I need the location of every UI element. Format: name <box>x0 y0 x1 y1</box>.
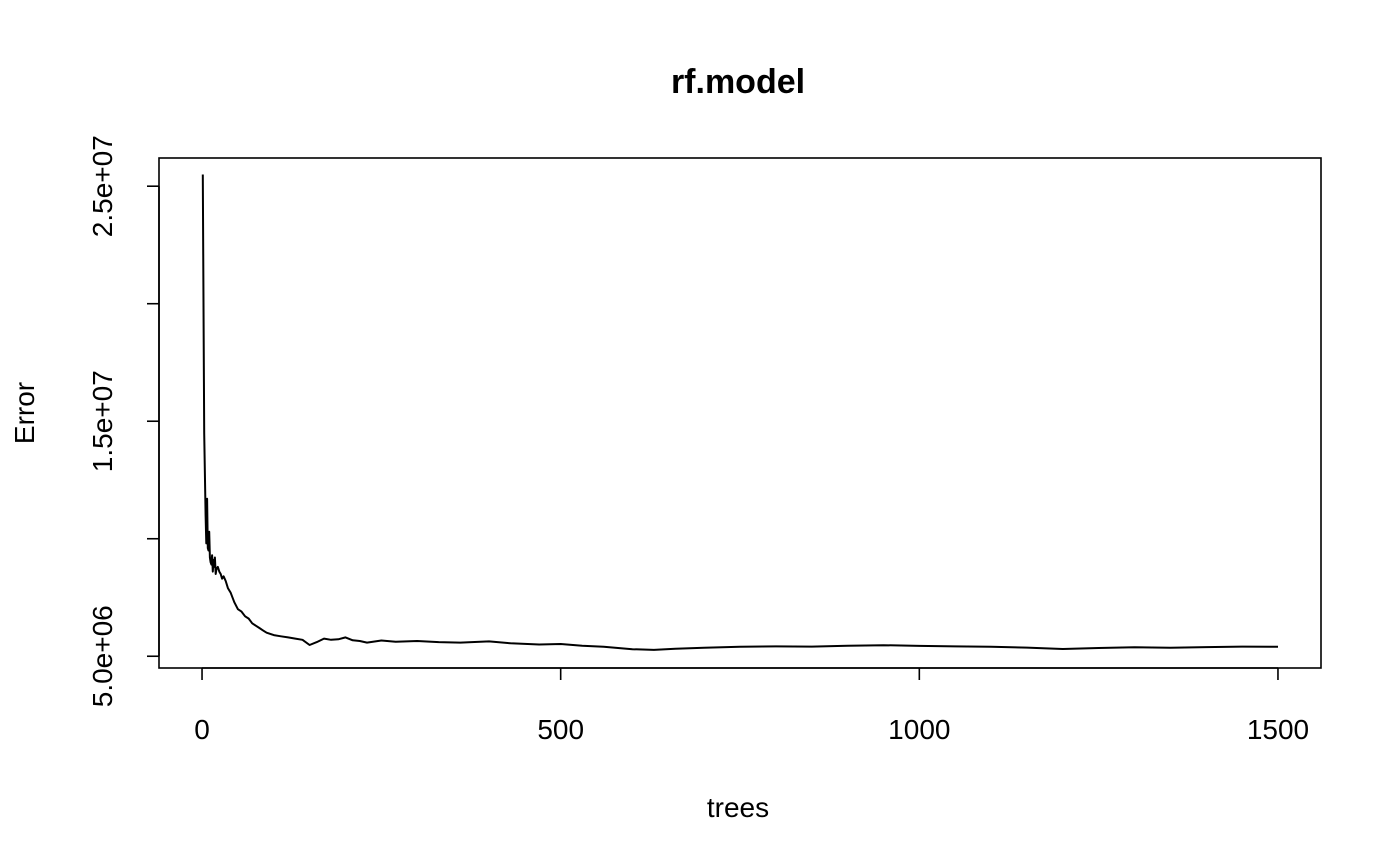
chart-title: rf.model <box>671 63 805 101</box>
y-tick-label: 1.5e+07 <box>87 370 118 472</box>
y-axis-label: Error <box>9 382 40 444</box>
x-tick-label: 1500 <box>1247 714 1309 745</box>
y-axis: 5.0e+06 1.5e+07 2.5e+07 <box>87 135 160 707</box>
x-tick-label: 1000 <box>888 714 950 745</box>
y-tick-label: 5.0e+06 <box>87 605 118 707</box>
y-tick-label: 2.5e+07 <box>87 135 118 237</box>
x-tick-label: 500 <box>537 714 584 745</box>
error-series-line <box>201 174 1279 651</box>
x-tick-label: 0 <box>194 714 210 745</box>
x-axis-label: trees <box>707 792 769 823</box>
x-axis: 0 500 1000 1500 <box>194 667 1309 745</box>
